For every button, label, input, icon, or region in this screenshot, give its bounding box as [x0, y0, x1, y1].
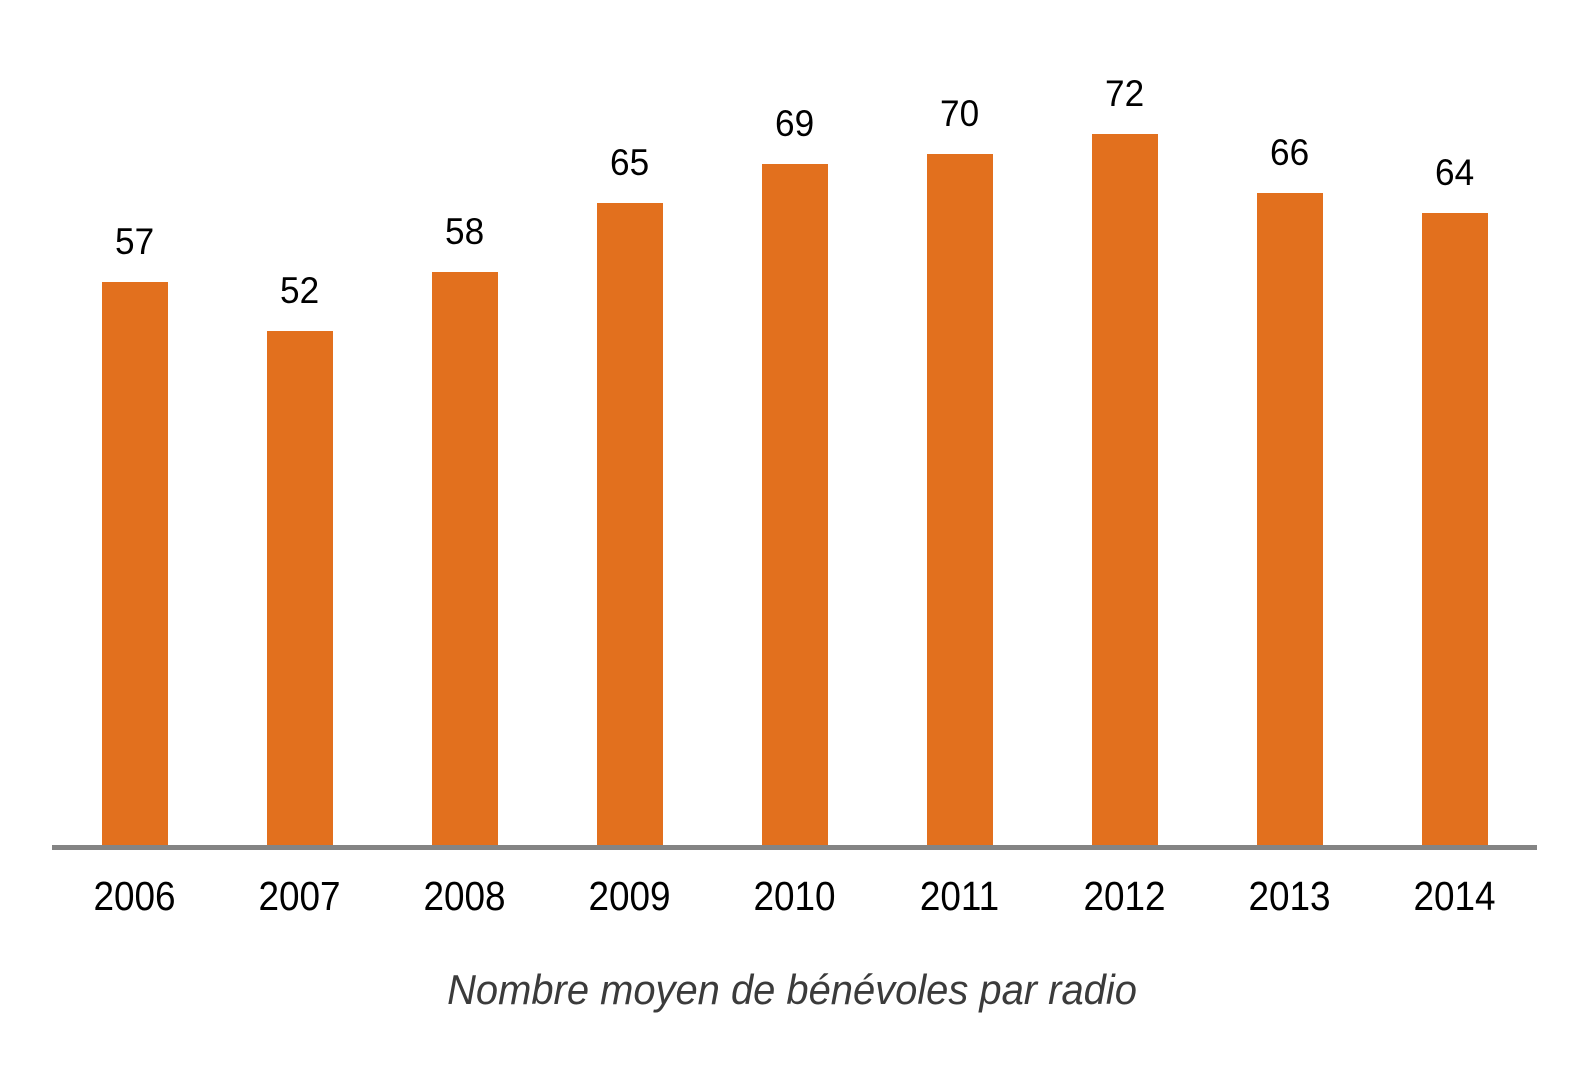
- bar-column: 66: [1207, 134, 1372, 845]
- x-axis-tick-label: 2007: [258, 873, 341, 919]
- bar-value-label: 65: [609, 142, 650, 183]
- bar: [266, 331, 333, 845]
- bar: [926, 154, 993, 845]
- bar-column: 58: [382, 213, 547, 845]
- x-axis-tick-label: 2013: [1248, 873, 1331, 919]
- bar-column: 65: [547, 144, 712, 845]
- plot-area: 57 52 58 65 69 70 72 66 64 2006 2007 2008 2009 2010 2…: [52, 55, 1537, 917]
- bar-value-label: 69: [774, 103, 815, 144]
- bar-column: 69: [712, 105, 877, 845]
- bar-column: 57: [52, 223, 217, 845]
- bar-value-label: 58: [444, 211, 485, 252]
- bar-value-label: 66: [1269, 132, 1310, 173]
- x-axis-tick-label: 2012: [1083, 873, 1166, 919]
- x-axis-tick-label: 2011: [919, 873, 1000, 919]
- x-axis-tick-label: 2010: [753, 873, 836, 919]
- bars-container: 57 52 58 65 69 70 72 66 64: [52, 55, 1537, 845]
- bar-value-label: 57: [114, 221, 155, 262]
- bar: [1421, 213, 1488, 845]
- bar-value-label: 64: [1434, 152, 1475, 193]
- bar-value-label: 70: [939, 93, 980, 134]
- bar: [1091, 134, 1158, 845]
- bar: [101, 282, 168, 845]
- bar-value-label: 52: [279, 270, 320, 311]
- bar: [596, 203, 663, 845]
- x-axis-baseline: [52, 845, 1537, 850]
- x-axis-tick-label: 2014: [1413, 873, 1496, 919]
- chart-caption: Nombre moyen de bénévoles par radio: [447, 966, 1137, 1013]
- x-axis-tick-label: 2006: [93, 873, 176, 919]
- x-axis-tick-label: 2008: [423, 873, 506, 919]
- bar: [761, 164, 828, 845]
- bar: [1256, 193, 1323, 845]
- bar-column: 72: [1042, 75, 1207, 845]
- bar-column: 52: [217, 272, 382, 845]
- bar-column: 70: [877, 95, 1042, 845]
- x-axis-tick-label: 2009: [588, 873, 671, 919]
- x-axis-tick-labels: 2006 2007 2008 2009 2010 2011 2012 2013 2014: [52, 876, 1537, 917]
- bar-column: 64: [1372, 154, 1537, 845]
- bar-value-label: 72: [1104, 73, 1145, 114]
- bar: [431, 272, 498, 845]
